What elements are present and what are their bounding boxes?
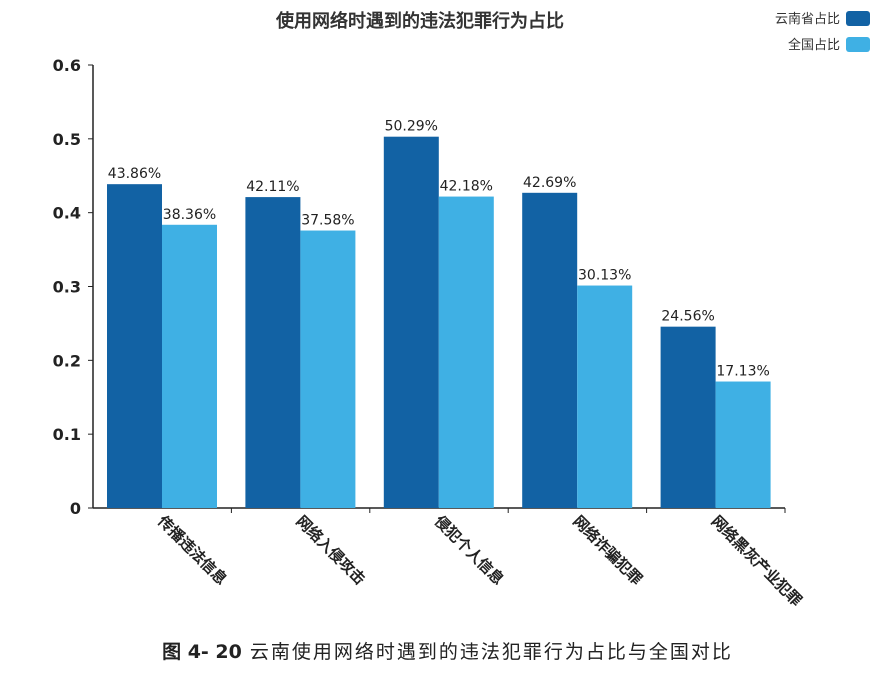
- bar-chart: 使用网络时遇到的违法犯罪行为占比 云南省占比 全国占比 0 0.1 0.2 0.3 0.…: [53, 10, 870, 610]
- legend-label-national: 全国占比: [788, 37, 840, 53]
- y-tick-label: 0.5: [53, 130, 81, 149]
- x-tick-label: 侵犯个人信息: [430, 511, 507, 588]
- bar-yunnan[interactable]: [660, 326, 716, 508]
- y-tick-label: 0.1: [53, 425, 81, 444]
- bar-national[interactable]: [162, 224, 217, 508]
- legend-swatch-national: [846, 37, 870, 52]
- bar-value-label: 42.11%: [246, 179, 299, 195]
- x-tick-label: 网络入侵攻击: [293, 512, 369, 588]
- chart-title: 使用网络时遇到的违法犯罪行为占比: [275, 10, 564, 32]
- legend-item-yunnan[interactable]: 云南省占比: [775, 11, 870, 27]
- legend-label-yunnan: 云南省占比: [775, 11, 840, 27]
- bar-value-label: 43.86%: [108, 166, 161, 182]
- bar-yunnan[interactable]: [107, 184, 162, 509]
- bars: [107, 136, 771, 509]
- legend-swatch-yunnan: [846, 11, 870, 26]
- legend-item-national[interactable]: 全国占比: [788, 37, 870, 53]
- bar-national[interactable]: [577, 285, 633, 508]
- bar-value-label: 42.69%: [523, 175, 576, 191]
- bar-value-label: 42.18%: [440, 179, 493, 195]
- bar-value-label: 37.58%: [301, 213, 354, 229]
- bar-value-label: 30.13%: [578, 268, 631, 284]
- bar-national[interactable]: [438, 196, 494, 509]
- legend: 云南省占比 全国占比: [775, 11, 870, 53]
- figure-caption: 图 4- 20 云南使用网络时遇到的违法犯罪行为占比与全国对比: [0, 637, 895, 664]
- figure-number: 图 4- 20: [162, 641, 242, 663]
- figure-caption-text: 云南使用网络时遇到的违法犯罪行为占比与全国对比: [249, 641, 733, 663]
- y-tick-label: 0.3: [53, 278, 81, 297]
- y-tick-label: 0.2: [53, 351, 81, 370]
- bar-value-label: 38.36%: [163, 207, 216, 223]
- bar-value-label: 17.13%: [716, 364, 769, 380]
- bar-yunnan[interactable]: [383, 136, 439, 508]
- x-tick-labels: 传播违法信息 网络入侵攻击 侵犯个人信息 网络诈骗犯罪 网络黑灰产业犯罪: [153, 511, 805, 609]
- bar-value-label: 24.56%: [661, 309, 714, 325]
- x-tick-label: 网络黑灰产业犯罪: [708, 512, 806, 610]
- bar-labels: 43.86% 38.36% 42.11% 37.58% 50.29% 42.18% 42.6…: [108, 119, 770, 380]
- x-tick-label: 传播违法信息: [153, 511, 230, 588]
- y-tick-label: 0: [70, 499, 81, 518]
- bar-yunnan[interactable]: [245, 197, 301, 508]
- y-tick-label: 0.4: [53, 204, 81, 223]
- y-tick-label: 0.6: [53, 56, 81, 75]
- x-tick-label: 网络诈骗犯罪: [569, 512, 645, 588]
- bar-yunnan[interactable]: [522, 192, 578, 509]
- bar-national[interactable]: [300, 230, 356, 508]
- bar-national[interactable]: [715, 381, 771, 508]
- bar-value-label: 50.29%: [385, 119, 438, 135]
